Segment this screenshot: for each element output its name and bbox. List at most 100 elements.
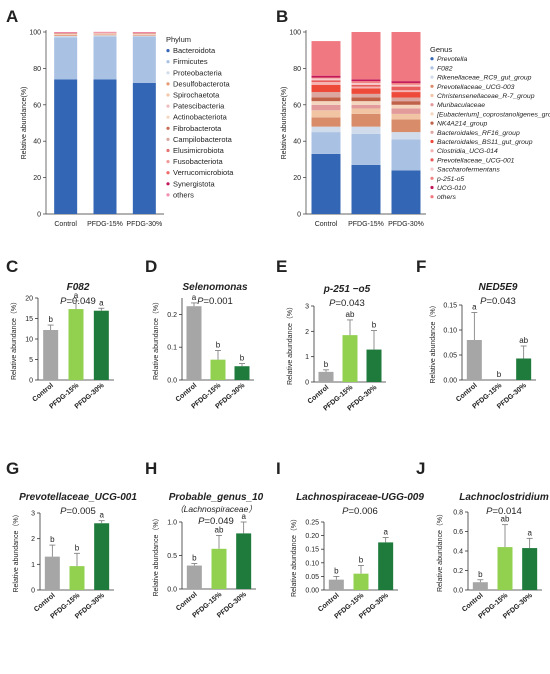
- bar-2: [94, 523, 110, 590]
- stack-segment-1: [351, 133, 381, 165]
- p-value-label: P=0.006: [342, 506, 378, 517]
- legend-entry: Prevotellaceae_UCG-003: [437, 84, 515, 91]
- x-category-label: PFDG-30%: [126, 221, 162, 228]
- panel-label-h: H: [145, 459, 157, 478]
- y-tick-label: 0.05: [443, 353, 457, 360]
- significance-letter: a: [383, 528, 388, 537]
- legend-entry: others: [437, 194, 456, 201]
- stack-segment-15: [351, 32, 381, 80]
- y-axis-title: Relative abundance(%): [21, 87, 28, 160]
- significance-letter: ab: [519, 336, 528, 345]
- bar-chart-lachnoclostridium: Lachnoclostridium P=0.014 0.0 0.2 0.4 0.6 0.8 R…: [436, 492, 549, 621]
- x-category-label: Control: [461, 592, 485, 613]
- significance-letter: ab: [501, 515, 510, 524]
- stack-segment-11: [311, 80, 341, 83]
- stack-segment-0: [311, 153, 341, 214]
- y-tick-label: 0.2: [453, 568, 463, 575]
- legend-swatch: [430, 185, 434, 190]
- stack-segment-2: [93, 35, 117, 37]
- legend-entry: Campilobacterota: [173, 135, 233, 144]
- p-value-text: =0.005: [67, 506, 96, 517]
- y-tick-label: 0.0: [167, 378, 177, 385]
- y-tick-label: 5: [29, 357, 33, 364]
- legend-entry: F082: [437, 65, 453, 72]
- stack-segment-13: [54, 32, 78, 33]
- p-value-label: P=0.014: [486, 506, 522, 517]
- y-tick-label: 3: [305, 304, 309, 311]
- y-tick-label: 0.10: [305, 560, 319, 567]
- stack-segment-13: [311, 77, 341, 79]
- legend-swatch: [430, 139, 434, 144]
- y-tick-label: 80: [293, 66, 301, 73]
- stack-segment-7: [351, 97, 381, 102]
- panel-label-a: A: [6, 7, 18, 26]
- stack-segment-3: [311, 117, 341, 127]
- y-tick-label: 20: [293, 175, 301, 182]
- bar-0: [44, 556, 60, 590]
- stack-segment-8: [311, 92, 341, 98]
- bar-2: [234, 366, 250, 380]
- chart-title: Lachnoclostridium: [459, 492, 549, 503]
- stack-segment-0: [132, 82, 156, 215]
- y-tick-label: 1: [305, 354, 309, 361]
- legend-swatch: [430, 103, 434, 107]
- y-tick-label: 15: [25, 316, 33, 323]
- stack-segment-1: [132, 36, 156, 83]
- significance-letter: a: [241, 512, 246, 521]
- stack-segment-0: [351, 164, 381, 214]
- y-tick-label: 0.05: [305, 574, 319, 581]
- y-tick-label: 0.0: [167, 587, 177, 594]
- bar-2: [236, 533, 252, 589]
- panel-label-i: I: [276, 459, 281, 478]
- p-value-label: P=0.049: [198, 516, 234, 527]
- p-value-label: P=0.043: [329, 298, 365, 309]
- stack-segment-1: [391, 139, 421, 171]
- x-category-label: PFDG-30%: [388, 221, 424, 228]
- legend-swatch: [166, 193, 170, 197]
- p-value-text: =0.049: [67, 296, 96, 307]
- bar-0: [472, 582, 488, 590]
- legend-entry: Patescibacteria: [173, 102, 225, 111]
- y-tick-label: 0.2: [167, 312, 177, 319]
- stack-segment-5: [351, 104, 381, 109]
- p-value-text: =0.043: [336, 298, 365, 309]
- y-axis-title: Relative abundance（%）: [152, 298, 160, 380]
- legend-entry: Fibrobacterota: [173, 124, 222, 133]
- bar-0: [466, 340, 482, 380]
- bar-0: [186, 565, 202, 589]
- significance-letter: b: [48, 315, 53, 324]
- stack-segment-14: [311, 75, 341, 78]
- bar-1: [497, 547, 513, 590]
- panel-label-f: F: [416, 257, 426, 276]
- y-tick-label: 1: [31, 562, 35, 569]
- y-tick-label: 10: [25, 337, 33, 344]
- stacked-bar-chart-genus: 0 20 40 60 80 100 Relative abundance(%) Control…: [281, 30, 550, 229]
- legend-entry: UCG-010: [437, 185, 466, 192]
- y-tick-label: 0.10: [443, 328, 457, 335]
- stack-segment-5: [311, 104, 341, 111]
- panel-label-c: C: [6, 257, 18, 276]
- bar-2: [366, 349, 382, 382]
- stack-segment-0: [391, 170, 421, 214]
- bar-chart-ned5e9: NED5E9 P=0.043 0.00 0.05 0.10 0.15 Relative ab…: [429, 282, 536, 411]
- legend-swatch: [166, 160, 170, 164]
- legend-swatch: [430, 158, 434, 162]
- y-axis-title: Relative abundance（%）: [429, 301, 437, 383]
- stack-segment-2: [132, 35, 156, 37]
- stack-segment-2: [391, 132, 421, 140]
- y-tick-label: 40: [293, 139, 301, 146]
- stack-segment-3: [54, 35, 78, 37]
- stack-segment-9: [351, 88, 381, 94]
- legend-swatch: [166, 171, 170, 175]
- significance-letter: b: [334, 566, 339, 575]
- stack-segment-10: [351, 86, 381, 89]
- significance-letter: a: [527, 528, 532, 537]
- y-tick-label: 1.0: [167, 520, 177, 527]
- bar-chart-p251o5: p-251 −o5 P=0.043 0 1 2 3 Relative abundance（%…: [286, 284, 386, 413]
- p-value-label: P=0.005: [60, 506, 96, 517]
- legend-entry: Prevotella: [437, 56, 467, 63]
- legend-swatch: [430, 66, 434, 70]
- stack-segment-15: [311, 41, 341, 76]
- y-tick-label: 0.4: [453, 549, 463, 556]
